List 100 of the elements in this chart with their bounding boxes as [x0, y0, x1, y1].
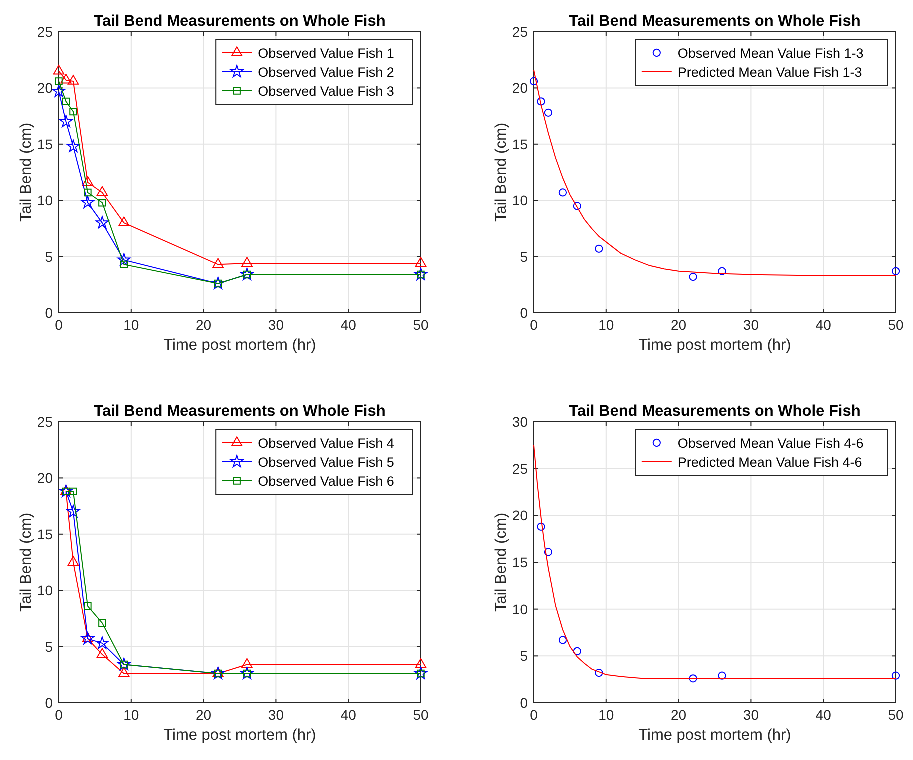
point [118, 658, 131, 670]
x-tick-label: 50 [888, 707, 904, 723]
y-tick-label: 30 [512, 414, 528, 430]
x-tick-label: 20 [196, 707, 212, 723]
point [212, 276, 225, 290]
x-axis-title: Time post mortem (hr) [638, 727, 792, 744]
y-axis-title: Tail Bend (cm) [18, 512, 35, 612]
y-tick-label: 10 [37, 192, 54, 209]
y-tick-label: 20 [512, 508, 528, 524]
chart-title: Tail Bend Measurements on Whole Fish [94, 13, 386, 30]
x-tick-label: 20 [671, 707, 687, 723]
point [558, 636, 568, 644]
y-axis-title: Tail Bend (cm) [493, 512, 510, 612]
point [212, 258, 224, 268]
point [242, 257, 253, 267]
point [96, 216, 109, 229]
x-tick-label: 30 [268, 707, 284, 723]
y-tick-label: 15 [512, 136, 528, 152]
y-tick-label: 25 [37, 414, 54, 430]
x-tick-label: 30 [268, 317, 284, 333]
point [66, 505, 80, 518]
y-tick-label: 20 [512, 80, 528, 96]
point [60, 115, 73, 128]
y-tick-label: 25 [37, 24, 54, 40]
point [82, 632, 94, 642]
y-tick-label: 0 [520, 695, 528, 711]
y-tick-label: 5 [45, 248, 54, 265]
chart-title: Tail Bend Measurements on Whole Fish [569, 13, 861, 30]
point [118, 667, 130, 678]
x-tick-label: 40 [816, 317, 832, 333]
point [60, 74, 72, 84]
point [415, 658, 427, 668]
x-tick-label: 10 [598, 707, 614, 723]
x-tick-label: 0 [55, 317, 64, 333]
point [53, 64, 65, 75]
point [81, 632, 94, 645]
x-tick-label: 50 [413, 317, 429, 333]
legend-label: Observed Mean Value Fish 1-3 [678, 46, 864, 61]
y-tick-label: 20 [37, 470, 54, 486]
x-tick-label: 10 [124, 707, 140, 723]
y-tick-label: 15 [37, 136, 54, 152]
y-tick-label: 5 [520, 648, 528, 664]
y-tick-label: 10 [512, 601, 528, 618]
legend-label: Observed Value Fish 3 [258, 84, 394, 99]
point [240, 666, 254, 680]
point [544, 548, 553, 556]
point [84, 602, 92, 610]
point [96, 636, 109, 650]
y-tick-label: 5 [45, 638, 54, 655]
x-axis-title: Time post mortem (hr) [164, 337, 316, 354]
point [240, 268, 254, 280]
point [573, 202, 582, 210]
legend-label: Observed Value Fish 6 [258, 474, 394, 489]
y-tick-label: 0 [520, 305, 528, 321]
y-axis-title: Tail Bend (cm) [493, 122, 510, 222]
point [96, 186, 108, 196]
x-tick-label: 0 [530, 317, 538, 333]
point [118, 216, 130, 227]
chart-title: Tail Bend Measurements on Whole Fish [94, 403, 386, 420]
x-tick-label: 40 [340, 707, 357, 723]
x-tick-label: 50 [413, 707, 429, 723]
point [66, 140, 80, 152]
point [68, 556, 80, 566]
point [595, 244, 604, 253]
legend-label: Predicted Mean Value Fish 4-6 [678, 455, 862, 470]
legend-label: Observed Value Fish 1 [258, 46, 394, 61]
x-tick-label: 0 [530, 707, 538, 723]
x-tick-label: 50 [888, 317, 904, 333]
point [82, 176, 94, 186]
point [537, 522, 546, 531]
y-tick-label: 10 [37, 582, 54, 599]
y-tick-label: 5 [520, 248, 528, 265]
point [52, 84, 66, 98]
x-tick-label: 10 [598, 317, 614, 333]
y-tick-label: 10 [512, 192, 528, 209]
point [573, 647, 582, 656]
x-tick-label: 30 [743, 707, 760, 723]
point [544, 108, 553, 117]
legend-label: Predicted Mean Value Fish 1-3 [678, 65, 862, 80]
x-tick-label: 20 [671, 317, 687, 333]
x-tick-label: 40 [816, 707, 832, 723]
x-axis-title: Time post mortem (hr) [638, 337, 792, 354]
point [84, 188, 92, 197]
point [530, 77, 538, 86]
y-tick-label: 0 [45, 305, 54, 321]
point [718, 672, 726, 680]
legend-label: Observed Value Fish 2 [258, 65, 394, 80]
legend-label: Observed Mean Value Fish 4-6 [678, 436, 864, 451]
point [118, 253, 131, 266]
legend-label: Observed Value Fish 5 [258, 455, 394, 470]
point [892, 267, 900, 276]
y-tick-label: 20 [37, 80, 54, 96]
y-tick-label: 0 [45, 695, 54, 711]
y-tick-label: 25 [512, 24, 528, 40]
point [718, 267, 726, 276]
point [595, 668, 604, 678]
point [81, 196, 94, 208]
x-tick-label: 30 [743, 317, 760, 333]
y-axis-title: Tail Bend (cm) [18, 122, 35, 222]
point [892, 672, 900, 680]
